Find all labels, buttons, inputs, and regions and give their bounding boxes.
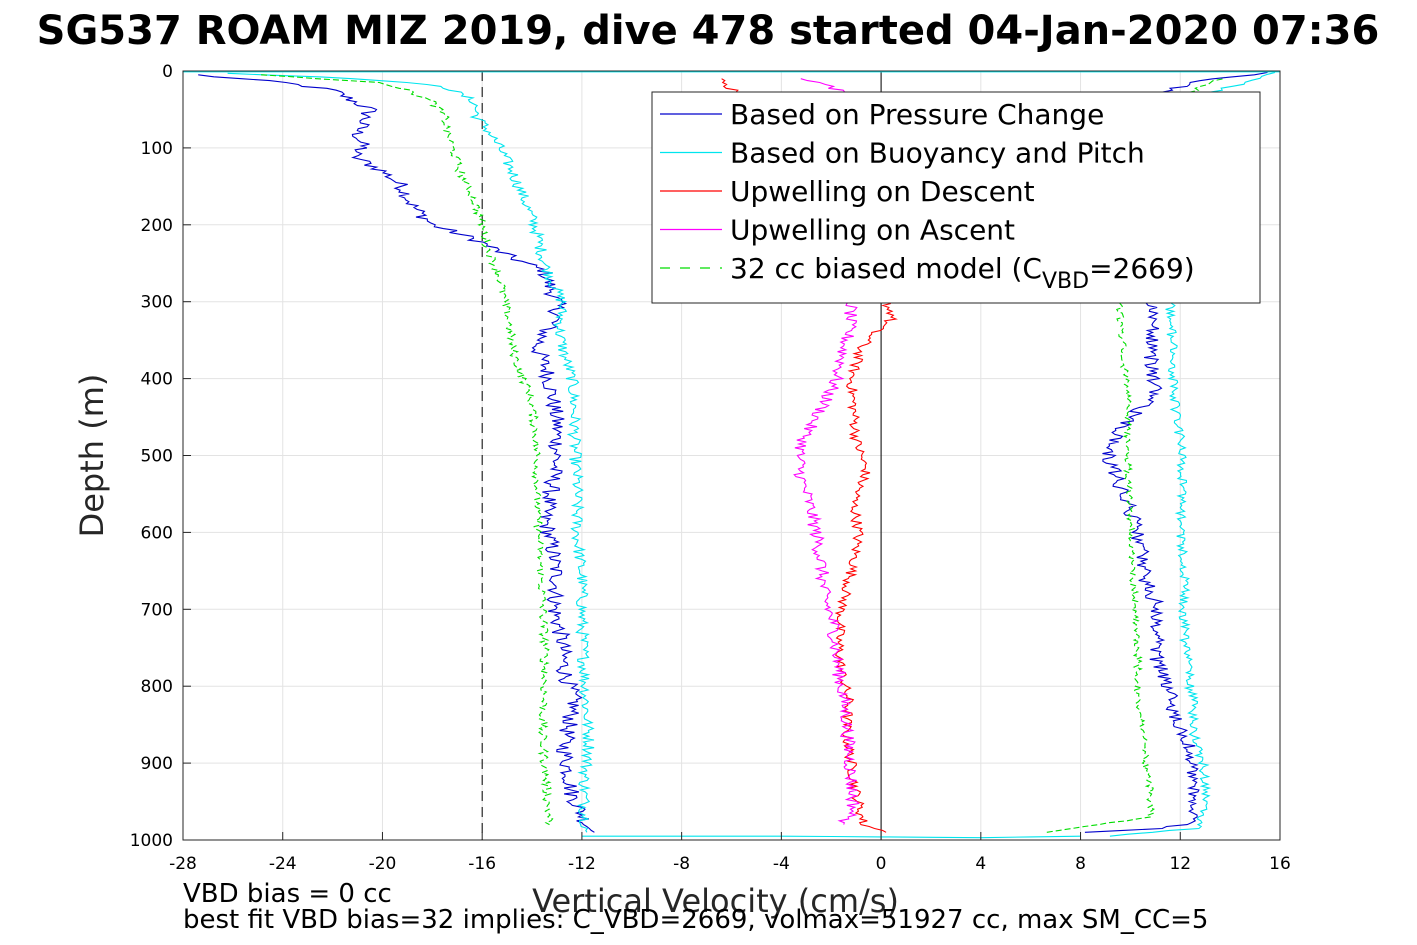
y-tick-label: 500: [141, 447, 173, 467]
legend-box: [651, 91, 1261, 304]
legend: Based on Pressure Change Based on Buoyanc…: [651, 91, 1261, 304]
x-tick-label: -12: [568, 854, 596, 874]
x-tick-label: -20: [369, 854, 397, 874]
y-tick-label: 0: [162, 62, 173, 82]
y-tick-label: 800: [141, 677, 173, 697]
series-line-4: [261, 74, 554, 826]
x-axis-ticks: -28 -24 -20 -16 -12 -8 -4 0 4 8 12 16: [169, 832, 1291, 874]
legend-model-prefix: 32 cc biased model (C: [730, 252, 1042, 285]
legend-label: Upwelling on Ascent: [730, 214, 1015, 247]
legend-label: Upwelling on Descent: [730, 175, 1035, 208]
x-tick-label: -4: [773, 854, 790, 874]
y-tick-label: 100: [141, 139, 173, 159]
y-tick-label: 400: [141, 370, 173, 390]
y-tick-label: 900: [141, 754, 173, 774]
x-tick-label: 8: [1075, 854, 1086, 874]
legend-model-suffix: =2669): [1089, 252, 1195, 285]
y-tick-label: 1000: [130, 831, 173, 851]
y-tick-label: 600: [141, 523, 173, 543]
legend-label-model: 32 cc biased model (CVBD=2669): [730, 252, 1195, 294]
y-axis-label: Depth (m): [73, 374, 111, 538]
legend-label: Based on Buoyancy and Pitch: [730, 137, 1145, 170]
legend-label: Based on Pressure Change: [730, 98, 1104, 131]
x-tick-label: -8: [673, 854, 690, 874]
x-tick-label: 4: [975, 854, 986, 874]
x-tick-label: -24: [269, 854, 297, 874]
series-line-0: [198, 74, 595, 833]
y-tick-label: 300: [141, 293, 173, 313]
x-tick-label: 0: [876, 854, 887, 874]
x-tick-label: 12: [1169, 854, 1191, 874]
series-line-1: [227, 72, 595, 833]
legend-model-subscript: VBD: [1042, 269, 1089, 294]
y-tick-label: 200: [141, 216, 173, 236]
x-tick-label: -28: [169, 854, 197, 874]
y-axis-ticks: 0 100 200 300 400 500 600 700 800 900 1000: [130, 62, 191, 851]
y-tick-label: 700: [141, 600, 173, 620]
best-fit-note: best fit VBD bias=32 implies: C_VBD=2669…: [183, 905, 1208, 935]
x-tick-label: -16: [468, 854, 496, 874]
x-axis-label: Vertical Velocity (cm/s): [532, 882, 899, 920]
x-tick-label: 16: [1269, 854, 1291, 874]
vbd-bias-note: VBD bias = 0 cc: [183, 879, 392, 909]
chart-title: SG537 ROAM MIZ 2019, dive 478 started 04…: [37, 8, 1380, 54]
